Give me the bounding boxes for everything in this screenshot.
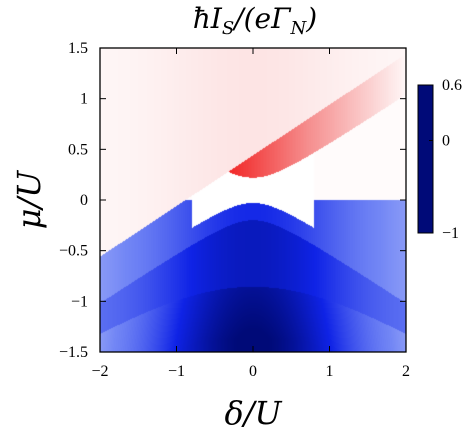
colorbar-tick-label: 0.6 [442,77,462,94]
title-sub1: S [222,18,234,39]
title-post: ) [305,2,317,35]
chart-title: ħIS/(eΓN) [193,2,317,39]
y-tick-label: 0 [80,192,88,209]
y-tick-label: −0.5 [59,243,88,260]
x-tick-label: 0 [249,363,257,380]
x-tick-label: −2 [91,363,108,380]
colorbar-tick-label: 0 [442,133,450,150]
heatmap-image [100,48,406,352]
y-tick-label: 0.5 [68,141,88,158]
y-tick-label: 1.5 [68,40,88,57]
y-tick-label: −1 [71,293,88,310]
y-tick-label: 1 [80,91,88,108]
colorbar-ticks: 0.6 0 −1 [429,77,462,242]
colorbar: 0.6 0 −1 [417,77,462,242]
title-mid: /(eΓ [231,2,292,35]
title-pre: ħI [193,2,223,35]
x-axis-label: δ/U [224,394,282,432]
x-axis-ticks: −2 −1 0 1 2 [91,48,410,380]
colorbar-fill [418,85,433,233]
x-tick-label: −1 [168,363,185,380]
colorbar-frame [417,84,434,234]
x-tick-label: 2 [402,363,410,380]
heatmap-area [100,48,406,352]
y-axis-label: μ/U [10,170,48,230]
x-tick-label: 1 [326,363,334,380]
title-sub2: N [290,18,308,39]
y-axis-ticks: 1.5 1 0.5 0 −0.5 −1 −1.5 [59,40,406,361]
y-tick-label: −1.5 [59,344,88,361]
colorbar-tick-label: −1 [442,225,459,242]
